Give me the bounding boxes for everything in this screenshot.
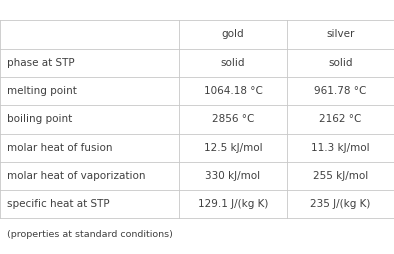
Text: molar heat of vaporization: molar heat of vaporization — [7, 171, 146, 181]
Text: 255 kJ/mol: 255 kJ/mol — [313, 171, 368, 181]
Text: phase at STP: phase at STP — [7, 58, 75, 68]
Text: solid: solid — [221, 58, 245, 68]
Text: 961.78 °C: 961.78 °C — [314, 86, 366, 96]
Text: 2856 °C: 2856 °C — [212, 114, 254, 124]
Text: (properties at standard conditions): (properties at standard conditions) — [7, 230, 173, 240]
Text: melting point: melting point — [7, 86, 77, 96]
Text: specific heat at STP: specific heat at STP — [7, 199, 110, 209]
Text: 11.3 kJ/mol: 11.3 kJ/mol — [311, 143, 370, 153]
Text: 12.5 kJ/mol: 12.5 kJ/mol — [204, 143, 262, 153]
Text: 235 J/(kg K): 235 J/(kg K) — [310, 199, 371, 209]
Text: boiling point: boiling point — [7, 114, 72, 124]
Text: gold: gold — [222, 29, 244, 39]
Text: 1064.18 °C: 1064.18 °C — [204, 86, 262, 96]
Text: molar heat of fusion: molar heat of fusion — [7, 143, 113, 153]
Text: 129.1 J/(kg K): 129.1 J/(kg K) — [198, 199, 268, 209]
Text: solid: solid — [328, 58, 353, 68]
Text: silver: silver — [326, 29, 355, 39]
Text: 330 kJ/mol: 330 kJ/mol — [206, 171, 260, 181]
Text: 2162 °C: 2162 °C — [319, 114, 362, 124]
